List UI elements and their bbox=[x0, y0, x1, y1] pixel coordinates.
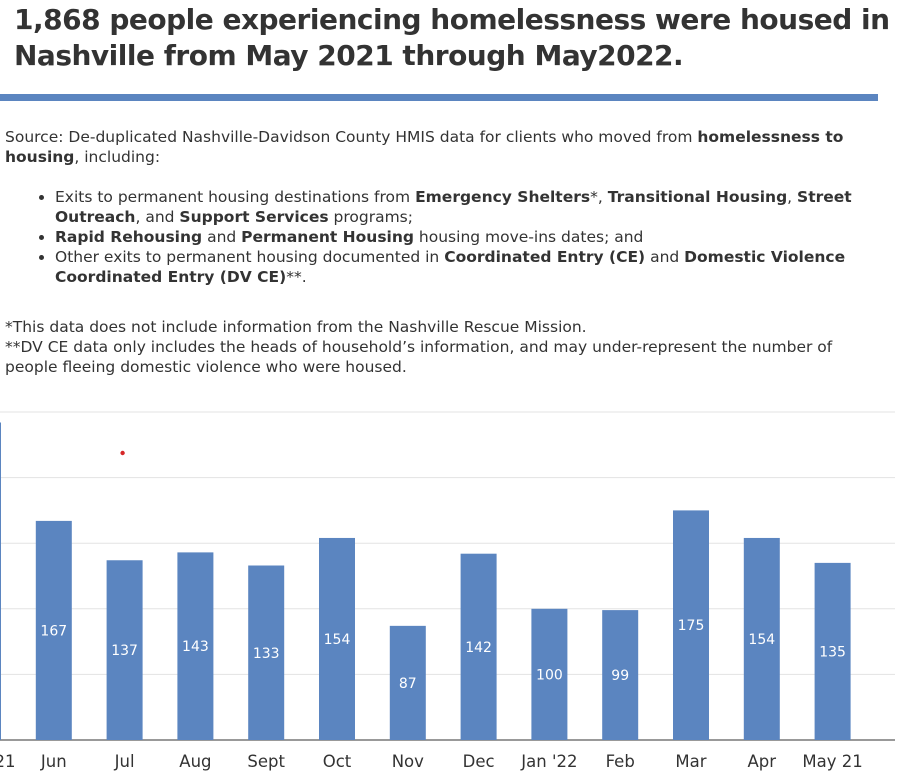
bar-value-label: 167 bbox=[40, 623, 67, 639]
bar-chart: 242 May '21 167 Jun 137 Jul 143 Aug 133 Sept 154 Oc… bbox=[0, 411, 895, 771]
bar bbox=[177, 552, 214, 740]
bar bbox=[814, 562, 851, 740]
bullet-bold: Transitional Housing bbox=[607, 188, 788, 206]
bar bbox=[319, 537, 355, 740]
source-prefix: Source: De-duplicated Nashville-Davidson… bbox=[5, 128, 698, 146]
bar-value-label: 154 bbox=[324, 632, 351, 648]
annotation-dot bbox=[120, 450, 125, 456]
bar bbox=[602, 610, 639, 740]
bar bbox=[35, 520, 72, 740]
x-tick-label: Aug bbox=[179, 752, 211, 771]
footnotes: *This data does not include information … bbox=[5, 317, 885, 377]
bullet-list: Exits to permanent housing destinations … bbox=[5, 187, 885, 287]
source-bold: homelessness to housing bbox=[5, 128, 844, 166]
title-rule bbox=[0, 94, 878, 101]
bullet-text: , and bbox=[135, 208, 180, 226]
bar-value-label: 175 bbox=[678, 618, 705, 634]
bar bbox=[389, 625, 426, 740]
x-tick-label: May '21 bbox=[0, 752, 15, 771]
bullet-text: , bbox=[787, 188, 798, 206]
bar bbox=[460, 553, 497, 740]
x-tick-label: May 21 bbox=[802, 752, 862, 771]
x-tick-label: Jul bbox=[114, 752, 135, 771]
bullet-bold: Permanent Housing bbox=[241, 228, 414, 246]
bar bbox=[673, 510, 709, 740]
bullet-item: Other exits to permanent housing documen… bbox=[55, 247, 885, 287]
bar-value-label: 99 bbox=[611, 668, 629, 684]
x-tick-label: Dec bbox=[463, 752, 495, 771]
bullet-item: Exits to permanent housing destinations … bbox=[55, 187, 885, 227]
bullet-text: programs; bbox=[328, 208, 413, 226]
description: Source: De-duplicated Nashville-Davidson… bbox=[5, 127, 885, 377]
x-tick-label: Oct bbox=[323, 752, 352, 771]
bullet-text: housing move-ins dates; and bbox=[414, 228, 644, 246]
bullet-text: **. bbox=[286, 268, 307, 286]
bullet-text: and bbox=[645, 248, 685, 266]
bar-value-label: 87 bbox=[399, 676, 417, 692]
bar-value-label: 137 bbox=[111, 643, 138, 659]
x-tick-label: Nov bbox=[392, 752, 424, 771]
bullet-text: and bbox=[202, 228, 242, 246]
bar bbox=[0, 422, 1, 740]
source-suffix: , including: bbox=[74, 148, 161, 166]
bar bbox=[531, 608, 568, 740]
bar-value-label: 100 bbox=[536, 667, 563, 683]
source-text: Source: De-duplicated Nashville-Davidson… bbox=[5, 127, 885, 167]
bullet-text: Other exits to permanent housing documen… bbox=[55, 248, 445, 266]
bullet-text: Exits to permanent housing destinations … bbox=[55, 188, 416, 206]
footnote: **DV CE data only includes the heads of … bbox=[5, 338, 833, 376]
bullet-bold: Coordinated Entry (CE) bbox=[444, 248, 646, 266]
footnote: *This data does not include information … bbox=[5, 318, 587, 336]
bullet-bold: Emergency Shelters bbox=[415, 188, 591, 206]
x-tick-label: Jan '22 bbox=[520, 752, 577, 771]
bar bbox=[248, 565, 285, 740]
bar-value-label: 142 bbox=[465, 640, 492, 656]
bullet-bold: Domestic Violence Coordinated Entry (DV … bbox=[55, 248, 846, 286]
bullet-bold: Street Outreach bbox=[55, 188, 852, 226]
x-tick-label: Mar bbox=[675, 752, 706, 771]
bullet-text: *, bbox=[590, 188, 608, 206]
bar-value-label: 154 bbox=[748, 632, 775, 648]
bullet-bold: Support Services bbox=[179, 208, 329, 226]
bullet-bold: Rapid Rehousing bbox=[55, 228, 203, 246]
bar-value-label: 242 bbox=[0, 574, 9, 590]
bullet-item: Rapid Rehousing and Permanent Housing ho… bbox=[55, 227, 885, 247]
bar bbox=[106, 560, 143, 740]
x-tick-label: Sept bbox=[247, 752, 285, 771]
bar bbox=[743, 537, 780, 740]
x-tick-label: Apr bbox=[748, 752, 777, 771]
bar-value-label: 143 bbox=[182, 639, 209, 655]
bar-value-label: 135 bbox=[819, 644, 846, 660]
bar-value-label: 133 bbox=[253, 646, 280, 662]
x-tick-label: Jun bbox=[40, 752, 67, 771]
page-title: 1,868 people experiencing homelessness w… bbox=[14, 3, 890, 72]
x-tick-label: Feb bbox=[606, 752, 635, 771]
